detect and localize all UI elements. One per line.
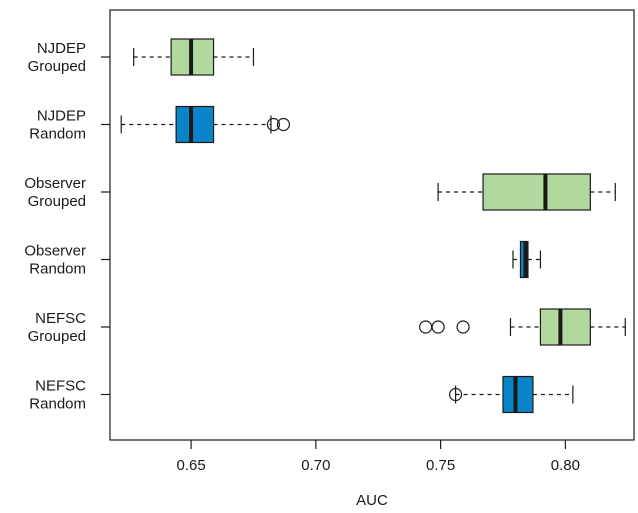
category-label-line: Random [29,396,86,413]
category-label-line: Grouped [28,58,86,75]
outlier-point [456,320,470,334]
iqr-box [502,375,534,414]
category-label-line: Grouped [28,193,86,210]
box-2 [120,105,291,144]
x-axis: 0.65 0.70 0.75 0.80 [176,440,580,474]
boxes-layer [120,38,626,414]
x-axis-title: AUC [356,492,388,509]
plot-frame [109,9,635,441]
x-tick-label: 0.70 [301,457,330,474]
category-label-3: Observer Grouped [24,175,86,210]
category-label-line: Random [29,126,86,143]
category-label-6: NEFSC Random [29,378,86,413]
category-label-line: NEFSC [35,378,86,395]
category-label-line: NEFSC [35,310,86,327]
category-label-line: Random [29,261,86,278]
outlier-point [266,117,281,132]
outlier-point [276,117,291,132]
category-label-5: NEFSC Grouped [28,310,87,345]
category-label-1: NJDEP Grouped [28,40,86,75]
x-tick-label: 0.80 [551,457,580,474]
outlier-point [431,320,445,334]
category-label-line: Observer [24,175,86,192]
x-tick-label: 0.75 [426,457,455,474]
category-label-line: NJDEP [37,40,86,57]
category-label-line: Observer [24,243,86,260]
x-tick-label: 0.65 [176,457,205,474]
outlier-point [419,320,433,334]
box-4 [512,240,542,279]
outlier-point [448,387,463,402]
box-5 [419,308,626,346]
category-label-4: Observer Random [24,243,86,278]
box-6 [448,375,574,414]
category-label-line: Grouped [28,328,86,345]
category-label-line: NJDEP [37,108,86,125]
iqr-box [482,173,591,211]
box-3 [437,173,616,211]
box-1 [133,38,255,76]
iqr-box [539,308,591,346]
iqr-box [175,105,215,144]
category-label-2: NJDEP Random [29,108,86,143]
